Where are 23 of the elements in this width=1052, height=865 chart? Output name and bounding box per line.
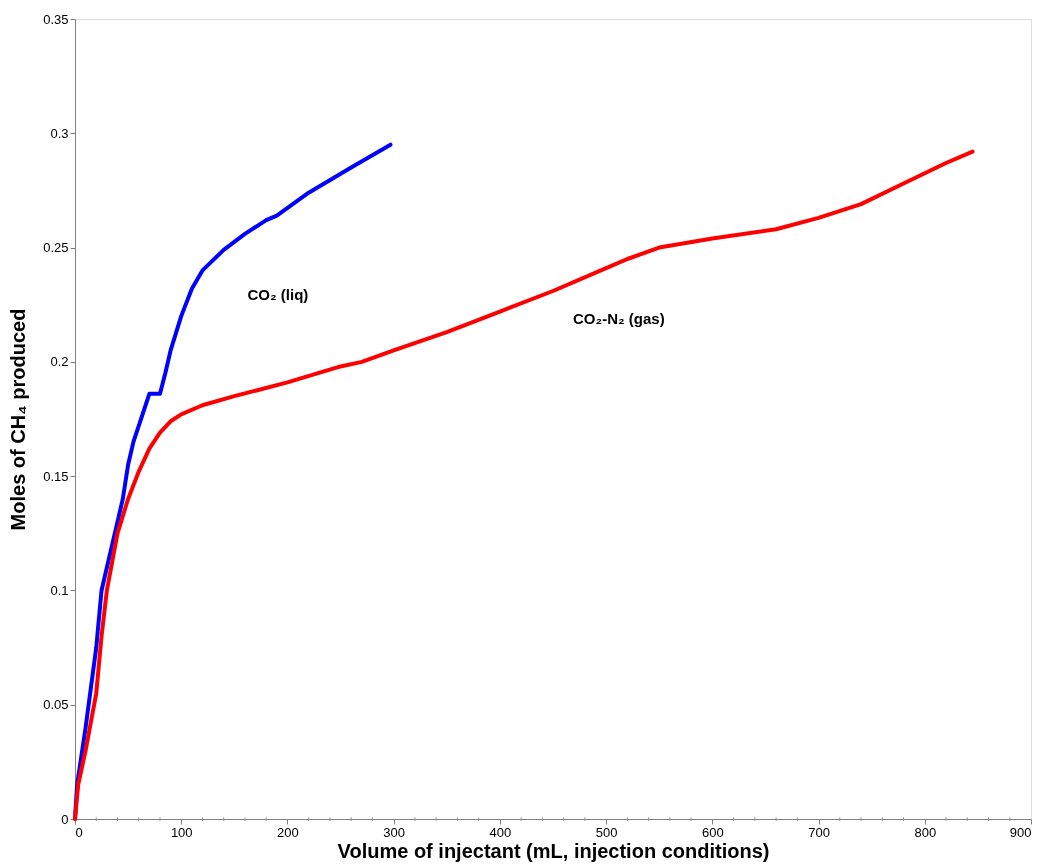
x-tick-label: 100	[170, 824, 193, 840]
y-tick-label: 0.35	[43, 11, 69, 27]
x-tick-label: 800	[914, 824, 937, 840]
y-tick-label: 0.2	[50, 354, 69, 370]
x-tick-label: 400	[489, 824, 512, 840]
y-tick-label: 0.25	[43, 240, 69, 256]
y-tick-label: 0.15	[43, 468, 69, 484]
x-tick-label: 600	[701, 824, 724, 840]
y-tick-label: 0.1	[50, 582, 69, 598]
text: CO₂ (liq)	[247, 286, 309, 304]
x-tick-label: 200	[277, 824, 299, 840]
series-label: CO₂-N₂ (gas)	[573, 310, 665, 327]
x-tick-label: 700	[808, 824, 830, 840]
y-axis-title: Moles of CH₄ produced	[7, 308, 30, 531]
line-series	[73, 149, 975, 821]
x-tick-label: 900	[1009, 824, 1032, 840]
y-tick-label: 0.3	[50, 125, 69, 141]
x-axis-title: Volume of injectant (mL, injection conditions)	[337, 839, 770, 862]
y-tick-label: 0.05	[43, 697, 69, 713]
y-tick-label: 0	[61, 811, 69, 827]
x-tick-label: 300	[383, 824, 406, 840]
x-tick-label: 0	[75, 824, 83, 840]
x-tick-label: 500	[595, 824, 618, 840]
